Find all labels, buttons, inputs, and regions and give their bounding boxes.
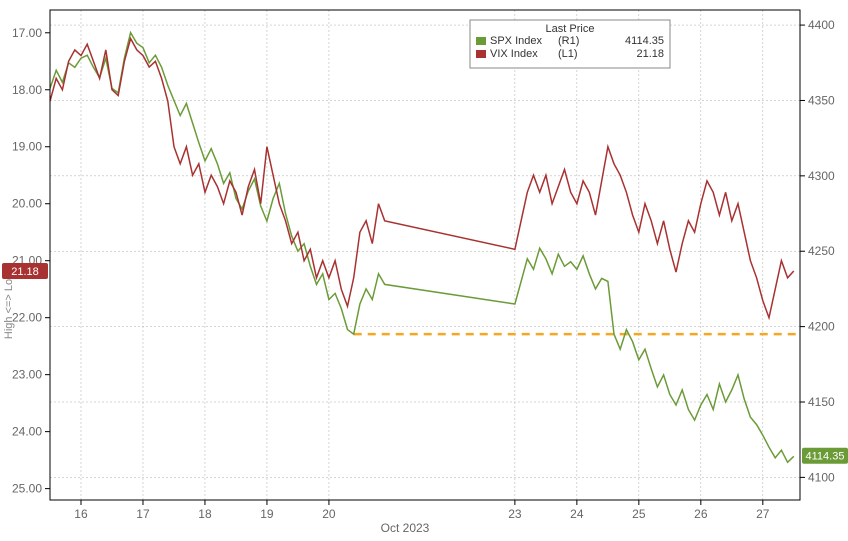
y-left-tick-label: 23.00: [12, 368, 42, 382]
legend-item-ref: (R1): [558, 35, 579, 47]
y-right-tick-label: 4200: [808, 320, 835, 334]
y-left-tick-label: 18.00: [12, 83, 42, 97]
value-badge-text: 21.18: [11, 266, 39, 278]
legend-swatch: [476, 50, 486, 58]
value-badge-text: 4114.35: [806, 451, 845, 463]
x-tick-label: 26: [694, 507, 708, 521]
y-right-tick-label: 4400: [808, 18, 835, 32]
x-tick-label: 19: [260, 507, 274, 521]
y-right-tick-label: 4300: [808, 169, 835, 183]
legend-swatch: [476, 37, 486, 45]
y-left-tick-label: 20.00: [12, 197, 42, 211]
y-left-tick-label: 19.00: [12, 140, 42, 154]
x-tick-label: 25: [632, 507, 646, 521]
y-right-tick-label: 4350: [808, 93, 835, 107]
y-left-tick-label: 24.00: [12, 425, 42, 439]
legend-item-value: 4114.35: [625, 35, 664, 47]
y-right-tick-label: 4100: [808, 470, 835, 484]
legend-item-label: VIX Index: [490, 48, 538, 60]
x-axis-title: Oct 2023: [381, 521, 430, 535]
y-left-tick-label: 22.00: [12, 311, 42, 325]
y-left-tick-label: 17.00: [12, 26, 42, 40]
legend-item-ref: (L1): [558, 48, 578, 60]
y-left-axis-title: High <=> Low: [3, 271, 15, 339]
x-tick-label: 18: [198, 507, 212, 521]
x-tick-label: 27: [756, 507, 770, 521]
x-tick-label: 23: [508, 507, 522, 521]
x-tick-label: 20: [322, 507, 336, 521]
y-right-tick-label: 4150: [808, 395, 835, 409]
x-tick-label: 24: [570, 507, 584, 521]
legend-title: Last Price: [546, 23, 595, 35]
x-tick-label: 17: [136, 507, 150, 521]
line-chart: 17.0018.0019.0020.0021.0022.0023.0024.00…: [0, 0, 848, 541]
y-right-tick-label: 4250: [808, 244, 835, 258]
chart-container: 17.0018.0019.0020.0021.0022.0023.0024.00…: [0, 0, 848, 541]
y-left-tick-label: 25.00: [12, 482, 42, 496]
legend-item-value: 21.18: [636, 48, 664, 60]
legend-item-label: SPX Index: [490, 35, 542, 47]
x-tick-label: 16: [74, 507, 88, 521]
